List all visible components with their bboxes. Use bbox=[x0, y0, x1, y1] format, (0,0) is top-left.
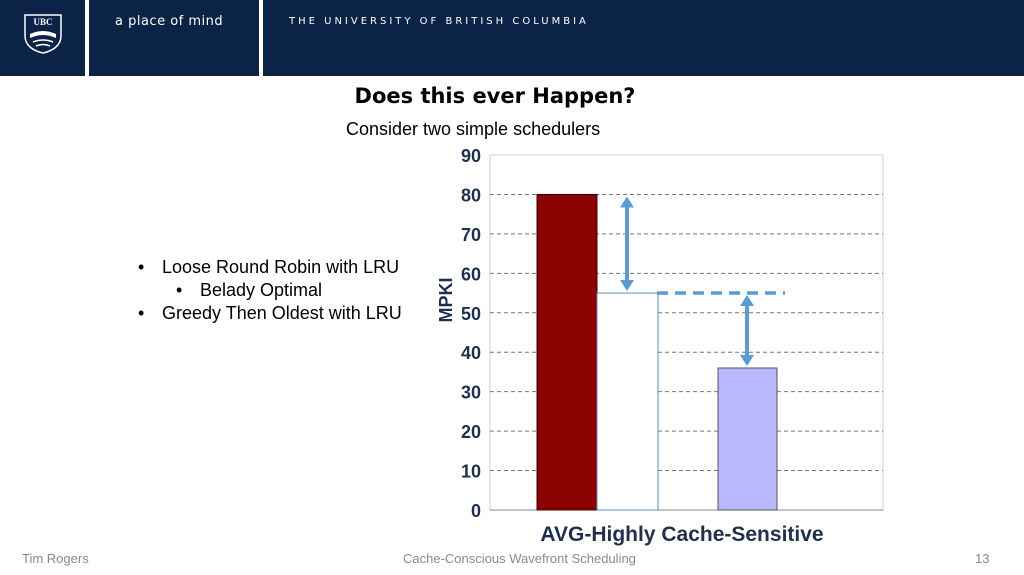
logo-text: UBC bbox=[33, 17, 52, 27]
header-divider bbox=[85, 0, 89, 76]
page-number: 13 bbox=[975, 551, 990, 566]
y-tick-label: 80 bbox=[461, 185, 481, 205]
arrow-head bbox=[620, 280, 634, 292]
bar bbox=[717, 367, 778, 511]
bullet-text: Loose Round Robin with LRU bbox=[162, 257, 400, 277]
x-category-label: AVG-Highly Cache-Sensitive bbox=[540, 523, 823, 546]
slide-subtitle: Consider two simple schedulers bbox=[346, 119, 601, 139]
arrow-head bbox=[620, 196, 634, 208]
ubc-crest-icon: UBC bbox=[24, 14, 62, 54]
y-tick-label: 40 bbox=[461, 343, 481, 363]
bar bbox=[536, 193, 598, 511]
footer-talk-title: Cache-Conscious Wavefront Scheduling bbox=[403, 551, 636, 566]
footer-author: Tim Rogers bbox=[22, 551, 89, 566]
y-tick-label: 10 bbox=[461, 462, 481, 482]
y-tick-label: 30 bbox=[461, 383, 481, 403]
bar bbox=[596, 292, 659, 511]
bullet-text: Greedy Then Oldest with LRU bbox=[162, 303, 402, 323]
y-axis-label: MPKI bbox=[436, 278, 456, 323]
y-tick-label: 50 bbox=[461, 304, 481, 324]
y-tick-label: 20 bbox=[461, 422, 481, 442]
header-bar: UBC a place of mind THE UNIVERSITY OF BR… bbox=[0, 0, 1024, 76]
header-divider bbox=[259, 0, 263, 76]
tagline: a place of mind bbox=[115, 14, 224, 29]
university-name: THE UNIVERSITY OF BRITISH COLUMBIA bbox=[289, 16, 589, 27]
y-tick-label: 90 bbox=[461, 146, 481, 166]
arrow-head bbox=[740, 295, 754, 307]
y-tick-label: 70 bbox=[461, 225, 481, 245]
y-tick-label: 60 bbox=[461, 264, 481, 284]
y-tick-label: 0 bbox=[471, 501, 481, 521]
arrow-head bbox=[740, 355, 754, 366]
slide-title: Does this ever Happen? bbox=[354, 84, 636, 108]
bullet-text: Belady Optimal bbox=[200, 280, 323, 300]
